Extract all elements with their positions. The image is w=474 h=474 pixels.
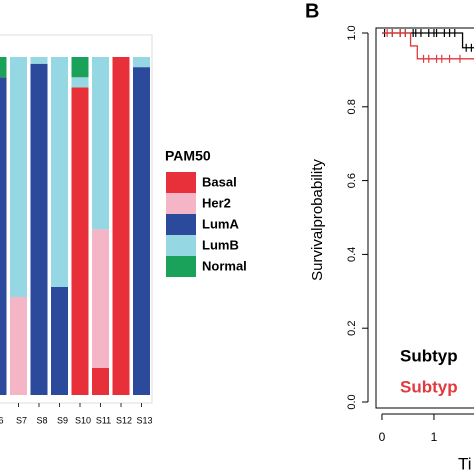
y-tick-label: 0.2: [346, 321, 358, 336]
bar-segment: [51, 286, 68, 395]
bar-segment: [92, 229, 109, 368]
x-tick-label: 1: [431, 430, 438, 444]
y-tick-label: 0.6: [346, 173, 358, 188]
x-tick-label: S8: [36, 415, 47, 425]
legend-swatch: [166, 235, 196, 256]
bar-segment: [92, 367, 109, 395]
bar-segment: [71, 87, 89, 396]
bar-segment: [30, 57, 48, 64]
y-tick-label: 0.4: [346, 247, 358, 262]
bar-segment: [92, 57, 109, 230]
y-tick-label: 0.0: [346, 394, 358, 409]
bar-segment: [0, 57, 7, 78]
bar-segment: [10, 296, 27, 395]
legend-title: PAM50: [165, 148, 211, 164]
bar-segment: [71, 77, 89, 88]
x-tick-label: 0: [379, 430, 386, 444]
x-tick-label: S9: [57, 415, 68, 425]
legend-label: Subtyp: [400, 346, 458, 365]
bar-segment: [112, 57, 130, 395]
legend-swatch: [166, 214, 196, 235]
legend-label: LumA: [202, 216, 239, 231]
legend-swatch: [166, 256, 196, 277]
legend-label: Her2: [202, 195, 231, 210]
legend-swatch: [166, 193, 196, 214]
y-tick-label: 0.8: [346, 99, 358, 114]
bar-segment: [51, 57, 68, 287]
x-tick-label: S10: [75, 415, 91, 425]
legend-label: LumB: [202, 237, 239, 252]
bar-segment: [71, 57, 89, 78]
bar-segment: [0, 77, 7, 395]
panel-label: B: [305, 0, 319, 22]
legend-label: Subtyp: [400, 377, 458, 396]
panel-frame: [0, 34, 153, 404]
x-tick-label: S11: [96, 415, 111, 425]
y-axis-title: Survivalprobability: [309, 159, 326, 281]
legend-label: Basal: [202, 174, 237, 189]
x-tick-label: S7: [16, 415, 27, 425]
x-tick-label: 6: [0, 415, 4, 425]
plot-box: [375, 27, 474, 409]
survival-curve: [381, 32, 474, 49]
legend-label: Normal: [202, 258, 247, 273]
x-tick-label: S13: [136, 415, 152, 425]
y-tick-label: 1.0: [346, 25, 358, 40]
bar-segment: [133, 57, 150, 68]
bar-segment: [133, 67, 150, 395]
bar-segment: [10, 57, 27, 297]
legend-swatch: [166, 172, 196, 193]
bar-segment: [30, 63, 48, 395]
x-tick-label: S12: [116, 415, 132, 425]
x-axis-title: Ti: [458, 454, 472, 473]
